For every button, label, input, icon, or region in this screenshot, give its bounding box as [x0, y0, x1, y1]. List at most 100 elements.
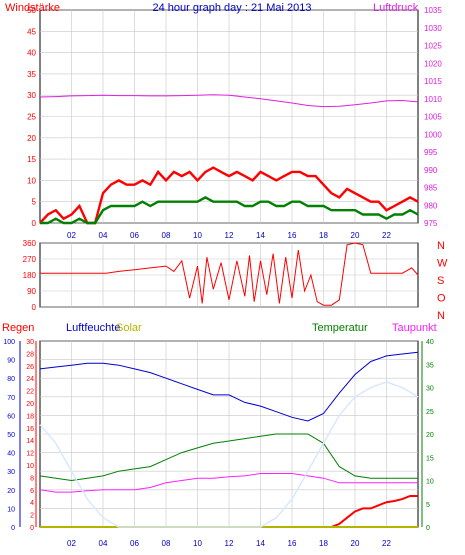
pressure-tick-label: 1035	[424, 6, 442, 15]
hour-tick-label: 08	[162, 539, 171, 548]
humidity-tick-label: 100	[3, 339, 15, 346]
windspeed-tick-label: 0	[32, 219, 37, 228]
windspeed-axis-label: Windstärke	[5, 2, 60, 14]
pressure-tick-label: 1000	[424, 130, 442, 139]
hour-tick-label: 16	[288, 231, 297, 240]
humidity-line	[39, 351, 419, 422]
direction-tick-label: 270	[23, 255, 37, 264]
pressure-tick-label: 985	[424, 184, 438, 193]
compass-label: W	[437, 258, 448, 270]
windspeed-tick-label: 35	[27, 70, 36, 79]
hour-tick-label: 12	[225, 231, 234, 240]
rain-tick-label: 22	[26, 389, 34, 396]
temperature-tick-label: 35	[426, 362, 434, 369]
rain-tick-label: 16	[26, 426, 34, 433]
temperature-line	[39, 433, 418, 482]
hour-tick-label: 08	[162, 231, 171, 240]
direction-tick-label: 180	[23, 271, 37, 280]
windspeed-tick-label: 25	[27, 113, 36, 122]
rain-tick-label: 6	[30, 488, 34, 495]
humidity-axis-label: Luftfeuchte	[66, 322, 120, 334]
wind-gust-line	[39, 166, 419, 225]
humidity-tick-label: 90	[7, 358, 15, 365]
rain-tick-label: 10	[26, 463, 34, 470]
hour-tick-label: 12	[225, 539, 234, 548]
dewpoint-line	[39, 473, 418, 493]
wind-mean-line	[40, 196, 419, 225]
humidity-tick-label: 70	[7, 395, 15, 402]
pressure-line	[39, 94, 419, 108]
pressure-tick-label: 1015	[424, 77, 442, 86]
wind-pressure-x-ticks: 02 04 06 08 10 12 14 16 18 20 22	[67, 231, 391, 240]
pressure-tick-label: 975	[424, 219, 438, 228]
humidity-tick-label: 10	[7, 506, 15, 513]
climate-x-ticks: 02 04 06 08 10 12 14 16 18 20 22	[67, 539, 391, 548]
wind-direction-y-ticks: 0 90 180 270 360	[23, 239, 37, 312]
temperature-tick-label: 5	[426, 502, 430, 509]
hour-tick-label: 16	[288, 539, 297, 548]
hour-tick-label: 14	[256, 539, 265, 548]
wind-pressure-series	[39, 94, 419, 225]
rain-tick-label: 24	[26, 376, 34, 383]
temperature-tick-label: 0	[426, 525, 430, 532]
pressure-tick-label: 1030	[424, 24, 442, 33]
hour-tick-label: 14	[256, 231, 265, 240]
windspeed-tick-label: 10	[27, 176, 36, 185]
compass-label: N	[437, 240, 445, 252]
pressure-tick-label: 1005	[424, 113, 442, 122]
pressure-tick-label: 1010	[424, 95, 442, 104]
dewpoint-axis-label: Taupunkt	[392, 322, 437, 334]
temperature-tick-label: 25	[426, 409, 434, 416]
rain-tick-label: 0	[30, 525, 34, 532]
wind-direction-line	[40, 242, 419, 306]
windspeed-tick-label: 50	[27, 6, 36, 15]
humidity-tick-label: 80	[7, 376, 15, 383]
compass-label: N	[437, 310, 445, 322]
pressure-tick-label: 1020	[424, 59, 442, 68]
rain-tick-label: 12	[26, 451, 34, 458]
hour-tick-label: 02	[67, 231, 76, 240]
hour-tick-label: 06	[130, 539, 139, 548]
rain-tick-label: 26	[26, 364, 34, 371]
solar-axis-label: Solar	[116, 322, 142, 334]
windspeed-tick-label: 15	[27, 155, 36, 164]
hour-tick-label: 04	[99, 539, 108, 548]
wind-pressure-grid	[40, 9, 418, 224]
pressure-tick-label: 1025	[424, 42, 442, 51]
direction-tick-label: 360	[23, 239, 37, 248]
temperature-tick-label: 30	[426, 386, 434, 393]
temperature-tick-label: 10	[426, 479, 434, 486]
humidity-tick-label: 0	[11, 525, 15, 532]
light-curve-line	[39, 381, 419, 528]
humidity-tick-label: 60	[7, 413, 15, 420]
temperature-tick-label: 20	[426, 432, 434, 439]
hour-tick-label: 06	[130, 231, 139, 240]
rain-tick-label: 8	[30, 475, 34, 482]
rain-tick-label: 20	[26, 401, 34, 408]
rain-tick-label: 30	[26, 339, 34, 346]
rain-axis-label: Regen	[2, 322, 34, 334]
pressure-tick-label: 980	[424, 201, 438, 210]
pressure-y-ticks: 975 980 985 990 995 1000 1005 1010 1015 1020 1025 1…	[424, 6, 442, 228]
pressure-tick-label: 995	[424, 148, 438, 157]
windspeed-tick-label: 45	[27, 27, 36, 36]
pressure-axis-label: Luftdruck	[373, 2, 419, 14]
wind-direction-series	[40, 242, 419, 306]
hour-tick-label: 20	[351, 539, 360, 548]
temperature-tick-label: 15	[426, 455, 434, 462]
climate-series	[39, 351, 419, 528]
rain-tick-label: 4	[30, 500, 34, 507]
humidity-y-ticks: 0 10 20 30 40 50 60 70 80 90 100	[3, 339, 15, 532]
windspeed-tick-label: 40	[27, 49, 36, 58]
compass-label: S	[437, 275, 444, 287]
chart-title: 24 hour graph day : 21 Mai 2013	[152, 2, 311, 14]
windspeed-tick-label: 20	[27, 134, 36, 143]
pressure-tick-label: 990	[424, 166, 438, 175]
windspeed-tick-label: 5	[32, 198, 37, 207]
rain-tick-label: 18	[26, 413, 34, 420]
hour-tick-label: 18	[319, 539, 328, 548]
